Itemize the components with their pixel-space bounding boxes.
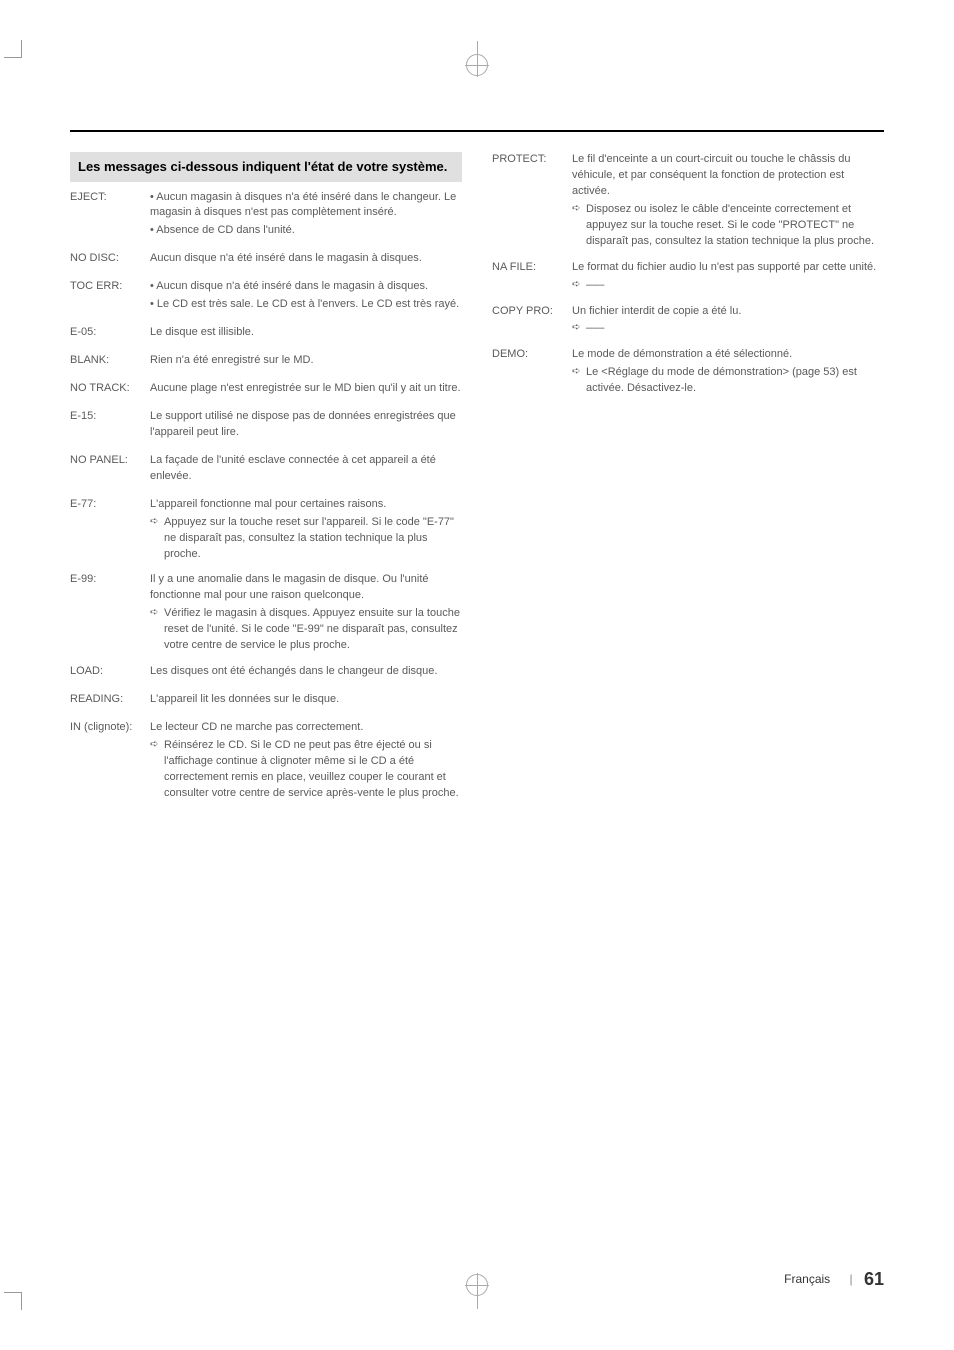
message-description: Le format du fichier audio lu n'est pas … <box>572 260 884 294</box>
message-description: Le lecteur CD ne marche pas correctement… <box>150 720 462 802</box>
divider-rule <box>70 130 884 132</box>
message-code: READING: <box>70 692 150 710</box>
message-text: • Absence de CD dans l'unité. <box>150 223 462 239</box>
message-description: • Aucun disque n'a été inséré dans le ma… <box>150 279 462 315</box>
message-description: Le fil d'enceinte a un court-circuit ou … <box>572 152 884 250</box>
message-entry: TOC ERR:• Aucun disque n'a été inséré da… <box>70 279 462 315</box>
message-text: Le disque est illisible. <box>150 325 462 341</box>
message-text: Le lecteur CD ne marche pas correctement… <box>150 720 462 736</box>
message-entry: NA FILE:Le format du fichier audio lu n'… <box>492 260 884 294</box>
left-column: Les messages ci-dessous indiquent l'état… <box>70 152 462 812</box>
message-code: NO DISC: <box>70 251 150 269</box>
page-container: Les messages ci-dessous indiquent l'état… <box>0 0 954 1350</box>
message-description: L'appareil fonctionne mal pour certaines… <box>150 497 462 563</box>
message-entry: COPY PRO:Un fichier interdit de copie a … <box>492 304 884 338</box>
message-code: PROTECT: <box>492 152 572 250</box>
section-title: Les messages ci-dessous indiquent l'état… <box>70 152 462 182</box>
message-code: NO TRACK: <box>70 381 150 399</box>
message-entry: E-05:Le disque est illisible. <box>70 325 462 343</box>
message-code: NO PANEL: <box>70 453 150 487</box>
footer-language: Français <box>784 1272 830 1286</box>
message-description: Le support utilisé ne dispose pas de don… <box>150 409 462 443</box>
message-text: Aucune plage n'est enregistrée sur le MD… <box>150 381 462 397</box>
message-remedy: ––– <box>572 278 884 294</box>
message-entry: E-77:L'appareil fonctionne mal pour cert… <box>70 497 462 563</box>
message-code: EJECT: <box>70 190 150 242</box>
message-entry: E-15:Le support utilisé ne dispose pas d… <box>70 409 462 443</box>
message-description: Il y a une anomalie dans le magasin de d… <box>150 572 462 654</box>
message-entry: DEMO:Le mode de démonstration a été séle… <box>492 347 884 397</box>
message-entry: LOAD:Les disques ont été échangés dans l… <box>70 664 462 682</box>
message-text: Le format du fichier audio lu n'est pas … <box>572 260 884 276</box>
message-text: L'appareil lit les données sur le disque… <box>150 692 462 708</box>
message-text: Le support utilisé ne dispose pas de don… <box>150 409 462 441</box>
message-text: La façade de l'unité esclave connectée à… <box>150 453 462 485</box>
message-code: TOC ERR: <box>70 279 150 315</box>
message-description: Aucune plage n'est enregistrée sur le MD… <box>150 381 462 399</box>
message-text: Rien n'a été enregistré sur le MD. <box>150 353 462 369</box>
message-code: LOAD: <box>70 664 150 682</box>
message-entry: NO DISC:Aucun disque n'a été inséré dans… <box>70 251 462 269</box>
message-remedy: Disposez ou isolez le câble d'enceinte c… <box>572 202 884 250</box>
message-description: • Aucun magasin à disques n'a été inséré… <box>150 190 462 242</box>
message-entry: NO PANEL:La façade de l'unité esclave co… <box>70 453 462 487</box>
message-entry: PROTECT:Le fil d'enceinte a un court-cir… <box>492 152 884 250</box>
message-description: La façade de l'unité esclave connectée à… <box>150 453 462 487</box>
message-description: Le mode de démonstration a été sélection… <box>572 347 884 397</box>
message-code: BLANK: <box>70 353 150 371</box>
message-remedy: Appuyez sur la touche reset sur l'appare… <box>150 515 462 563</box>
message-text: • Aucun magasin à disques n'a été inséré… <box>150 190 462 222</box>
footer-page-number: 61 <box>864 1269 884 1289</box>
content-columns: Les messages ci-dessous indiquent l'état… <box>70 152 884 812</box>
message-code: NA FILE: <box>492 260 572 294</box>
message-code: COPY PRO: <box>492 304 572 338</box>
message-code: E-99: <box>70 572 150 654</box>
message-code: E-05: <box>70 325 150 343</box>
message-text: Le mode de démonstration a été sélection… <box>572 347 884 363</box>
right-column: PROTECT:Le fil d'enceinte a un court-cir… <box>492 152 884 812</box>
message-text: Les disques ont été échangés dans le cha… <box>150 664 462 680</box>
message-remedy: Le <Réglage du mode de démonstration> (p… <box>572 365 884 397</box>
message-description: L'appareil lit les données sur le disque… <box>150 692 462 710</box>
page-footer: Français | 61 <box>784 1269 884 1290</box>
message-remedy: Réinsérez le CD. Si le CD ne peut pas êt… <box>150 738 462 802</box>
message-text: L'appareil fonctionne mal pour certaines… <box>150 497 462 513</box>
message-text: Un fichier interdit de copie a été lu. <box>572 304 884 320</box>
message-description: Rien n'a été enregistré sur le MD. <box>150 353 462 371</box>
message-description: Le disque est illisible. <box>150 325 462 343</box>
message-remedy: ––– <box>572 321 884 337</box>
message-text: • Aucun disque n'a été inséré dans le ma… <box>150 279 462 295</box>
message-description: Un fichier interdit de copie a été lu.––… <box>572 304 884 338</box>
message-text: • Le CD est très sale. Le CD est à l'env… <box>150 297 462 313</box>
message-entry: IN (clignote):Le lecteur CD ne marche pa… <box>70 720 462 802</box>
message-entry: EJECT:• Aucun magasin à disques n'a été … <box>70 190 462 242</box>
message-remedy: Vérifiez le magasin à disques. Appuyez e… <box>150 606 462 654</box>
footer-divider: | <box>850 1272 853 1286</box>
message-code: IN (clignote): <box>70 720 150 802</box>
message-text: Le fil d'enceinte a un court-circuit ou … <box>572 152 884 200</box>
message-description: Aucun disque n'a été inséré dans le maga… <box>150 251 462 269</box>
message-entry: NO TRACK:Aucune plage n'est enregistrée … <box>70 381 462 399</box>
message-code: E-15: <box>70 409 150 443</box>
message-description: Les disques ont été échangés dans le cha… <box>150 664 462 682</box>
message-entry: READING:L'appareil lit les données sur l… <box>70 692 462 710</box>
message-code: E-77: <box>70 497 150 563</box>
message-text: Il y a une anomalie dans le magasin de d… <box>150 572 462 604</box>
message-entry: E-99:Il y a une anomalie dans le magasin… <box>70 572 462 654</box>
message-code: DEMO: <box>492 347 572 397</box>
message-entry: BLANK:Rien n'a été enregistré sur le MD. <box>70 353 462 371</box>
message-text: Aucun disque n'a été inséré dans le maga… <box>150 251 462 267</box>
